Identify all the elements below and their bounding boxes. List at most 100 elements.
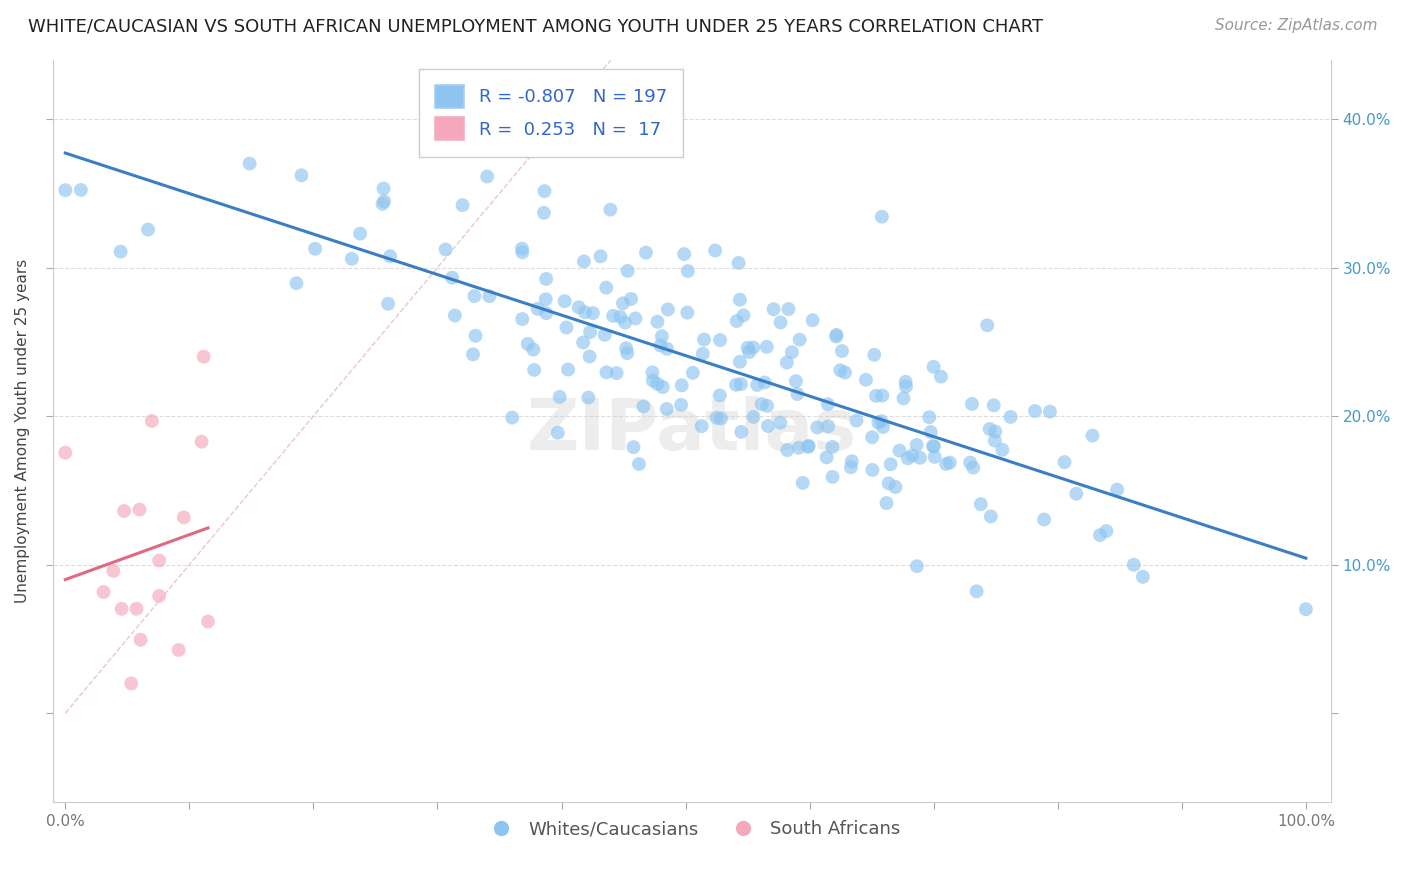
Point <box>962 460 984 475</box>
Point <box>960 397 983 411</box>
Point <box>647 315 669 329</box>
Point <box>725 314 748 328</box>
Point <box>574 305 596 319</box>
Point <box>197 615 219 629</box>
Point <box>340 252 363 266</box>
Point <box>834 366 856 380</box>
Point <box>676 305 699 319</box>
Point <box>623 440 645 454</box>
Point <box>655 401 678 416</box>
Point <box>1000 409 1022 424</box>
Point <box>727 256 749 270</box>
Point <box>599 202 621 217</box>
Point <box>709 388 731 402</box>
Point <box>682 366 704 380</box>
Point <box>893 392 915 406</box>
Point <box>614 341 637 355</box>
Point <box>148 553 170 567</box>
Point <box>976 318 998 333</box>
Point <box>512 245 534 260</box>
Point <box>624 311 647 326</box>
Point <box>693 333 716 347</box>
Point <box>922 359 945 374</box>
Point <box>733 309 755 323</box>
Point <box>612 296 634 310</box>
Point <box>602 309 624 323</box>
Point <box>756 419 779 434</box>
Point <box>128 502 150 516</box>
Point <box>742 341 765 355</box>
Point <box>776 443 799 458</box>
Point <box>589 249 612 263</box>
Text: Source: ZipAtlas.com: Source: ZipAtlas.com <box>1215 18 1378 33</box>
Point <box>1132 570 1154 584</box>
Point <box>579 325 602 339</box>
Point <box>595 365 617 379</box>
Point <box>377 297 399 311</box>
Point <box>980 509 1002 524</box>
Point <box>841 454 863 468</box>
Point <box>769 416 792 430</box>
Point <box>290 169 312 183</box>
Point <box>110 244 132 259</box>
Point <box>855 373 877 387</box>
Point <box>461 347 484 361</box>
Point <box>125 601 148 615</box>
Point <box>817 419 839 434</box>
Point <box>141 414 163 428</box>
Point <box>1107 483 1129 497</box>
Point <box>984 434 1007 448</box>
Point <box>373 194 395 209</box>
Point <box>475 169 498 184</box>
Point <box>737 341 759 355</box>
Point <box>444 309 467 323</box>
Point <box>870 210 893 224</box>
Point <box>547 425 569 440</box>
Point <box>935 457 957 471</box>
Point <box>756 399 779 413</box>
Point <box>710 411 733 425</box>
Point <box>901 449 924 463</box>
Point <box>780 345 803 359</box>
Point <box>1081 428 1104 442</box>
Point <box>627 457 650 471</box>
Point <box>641 365 664 379</box>
Point <box>863 348 886 362</box>
Point <box>634 245 657 260</box>
Point <box>1122 558 1144 572</box>
Point <box>463 289 485 303</box>
Legend: Whites/Caucasians, South Africans: Whites/Caucasians, South Africans <box>475 813 908 846</box>
Point <box>830 363 852 377</box>
Point <box>650 338 672 352</box>
Point <box>868 416 890 430</box>
Point <box>578 350 600 364</box>
Point <box>801 313 824 327</box>
Point <box>371 197 394 211</box>
Point <box>609 310 631 324</box>
Point <box>785 374 807 388</box>
Point <box>929 369 952 384</box>
Point <box>1088 528 1111 542</box>
Point <box>103 564 125 578</box>
Point <box>738 345 761 359</box>
Point <box>523 363 546 377</box>
Point <box>789 333 811 347</box>
Point <box>655 342 678 356</box>
Point <box>792 475 814 490</box>
Point <box>825 327 848 342</box>
Point <box>939 456 962 470</box>
Point <box>676 264 699 278</box>
Point <box>510 312 533 326</box>
Point <box>959 456 981 470</box>
Point <box>572 335 595 350</box>
Point <box>922 439 945 453</box>
Text: WHITE/CAUCASIAN VS SOUTH AFRICAN UNEMPLOYMENT AMONG YOUTH UNDER 25 YEARS CORRELA: WHITE/CAUCASIAN VS SOUTH AFRICAN UNEMPLO… <box>28 18 1043 36</box>
Point <box>1295 602 1317 616</box>
Point <box>908 450 931 465</box>
Point <box>897 451 920 466</box>
Point <box>673 247 696 261</box>
Point <box>876 496 898 510</box>
Point <box>669 398 692 412</box>
Point <box>797 439 820 453</box>
Point <box>769 315 792 329</box>
